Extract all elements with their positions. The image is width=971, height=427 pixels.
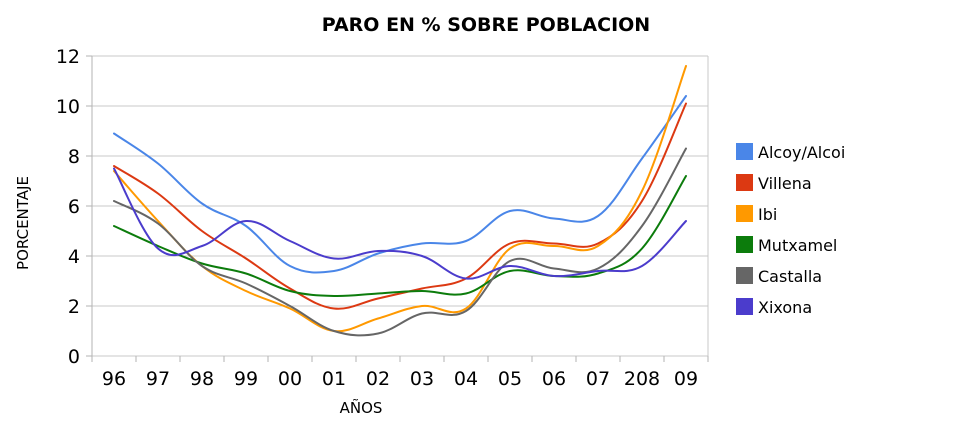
legend-label: Mutxamel	[758, 236, 837, 255]
series-line-xixona	[113, 167, 687, 280]
x-tick-label: 99	[234, 368, 258, 390]
y-axis-title: PORCENTAJE	[14, 176, 32, 270]
y-tick-label: 2	[68, 296, 80, 318]
series-line-castalla	[113, 147, 687, 337]
x-tick-label: 01	[322, 368, 346, 390]
x-tick-label: 04	[454, 368, 478, 390]
x-tick-label: 96	[102, 368, 126, 390]
grid-lines	[86, 55, 709, 357]
legend-label: Xixona	[758, 298, 812, 317]
legend-swatch	[736, 236, 753, 253]
series-line-mutxamel	[113, 175, 687, 298]
x-tick-label: 02	[366, 368, 390, 390]
y-tick-label: 10	[56, 96, 80, 118]
x-tick-label: 09	[674, 368, 698, 390]
x-tick-label: 98	[190, 368, 214, 390]
x-tick-label: 208	[624, 368, 660, 390]
y-axis-ticks: 0 2 4 6 8 10 12	[56, 46, 80, 368]
y-tick-label: 6	[68, 196, 80, 218]
legend: Alcoy/Alcoi Villena Ibi Mutxamel Castalla Xix…	[736, 143, 845, 317]
series-lines	[113, 65, 687, 337]
x-tick-label: 03	[410, 368, 434, 390]
chart-title: PARO EN % SOBRE POBLACION	[322, 14, 650, 36]
x-tick-label: 00	[278, 368, 302, 390]
y-tick-label: 8	[68, 146, 80, 168]
legend-label: Ibi	[758, 205, 777, 224]
x-tick-label: 97	[146, 368, 170, 390]
legend-swatch	[736, 298, 753, 315]
legend-label: Castalla	[758, 267, 822, 286]
legend-swatch	[736, 205, 753, 222]
series-line-alcoy-alcoi	[113, 95, 687, 274]
legend-swatch	[736, 143, 753, 160]
x-tick-label: 05	[498, 368, 522, 390]
y-tick-label: 0	[68, 346, 80, 368]
y-tick-label: 12	[56, 46, 80, 68]
x-axis-title: AÑOS	[340, 398, 383, 417]
legend-swatch	[736, 174, 753, 191]
x-tick-label: 07	[586, 368, 610, 390]
legend-swatch	[736, 267, 753, 284]
y-tick-label: 4	[68, 246, 80, 268]
x-axis-ticks: 96 97 98 99 00 01 02 03 04 05 06 07 208 09	[91, 356, 709, 390]
x-tick-label: 06	[542, 368, 566, 390]
legend-label: Alcoy/Alcoi	[758, 143, 845, 162]
legend-label: Villena	[758, 174, 812, 193]
